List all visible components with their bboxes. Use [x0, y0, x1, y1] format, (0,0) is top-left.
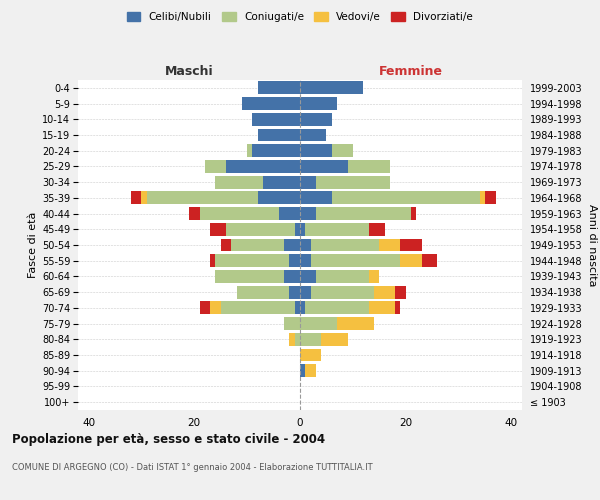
Bar	[485, 192, 496, 204]
Bar	[300, 238, 311, 252]
Bar	[284, 238, 300, 252]
Text: Popolazione per età, sesso e stato civile - 2004: Popolazione per età, sesso e stato civil…	[12, 432, 325, 446]
Bar	[300, 254, 311, 267]
Bar	[284, 317, 300, 330]
Bar	[300, 113, 332, 126]
Bar	[221, 238, 231, 252]
Bar	[300, 317, 337, 330]
Bar	[300, 207, 316, 220]
Bar	[300, 302, 305, 314]
Y-axis label: Fasce di età: Fasce di età	[28, 212, 38, 278]
Bar	[258, 82, 300, 94]
Bar	[369, 302, 395, 314]
Bar	[305, 364, 316, 377]
Bar	[300, 286, 311, 298]
Bar	[226, 160, 300, 173]
Y-axis label: Anni di nascita: Anni di nascita	[587, 204, 596, 286]
Bar	[369, 270, 379, 283]
Bar	[295, 333, 300, 345]
Bar	[300, 192, 332, 204]
Bar	[411, 207, 416, 220]
Bar	[347, 160, 390, 173]
Bar	[422, 254, 437, 267]
Bar	[253, 144, 300, 157]
Bar	[369, 223, 385, 235]
Bar	[300, 144, 332, 157]
Bar	[316, 270, 369, 283]
Bar	[279, 207, 300, 220]
Bar	[263, 176, 300, 188]
Text: Femmine: Femmine	[379, 64, 443, 78]
Bar	[231, 238, 284, 252]
Bar	[215, 270, 284, 283]
Bar	[284, 270, 300, 283]
Bar	[200, 207, 279, 220]
Bar	[247, 144, 253, 157]
Bar	[210, 223, 226, 235]
Bar	[374, 286, 395, 298]
Bar	[236, 286, 289, 298]
Bar	[226, 223, 295, 235]
Bar	[147, 192, 258, 204]
Bar	[305, 223, 369, 235]
Bar	[300, 82, 364, 94]
Bar	[258, 128, 300, 141]
Bar	[131, 192, 142, 204]
Bar	[395, 286, 406, 298]
Bar	[311, 238, 379, 252]
Bar	[242, 97, 300, 110]
Bar	[300, 333, 321, 345]
Bar	[300, 128, 326, 141]
Bar	[379, 238, 400, 252]
Bar	[395, 302, 400, 314]
Bar	[316, 207, 411, 220]
Bar	[480, 192, 485, 204]
Bar	[210, 254, 215, 267]
Bar	[311, 254, 400, 267]
Bar	[295, 223, 300, 235]
Bar	[321, 333, 347, 345]
Bar	[300, 348, 321, 362]
Bar	[189, 207, 200, 220]
Bar	[289, 286, 300, 298]
Bar	[300, 270, 316, 283]
Bar	[316, 176, 390, 188]
Bar	[253, 113, 300, 126]
Bar	[289, 254, 300, 267]
Bar	[200, 302, 210, 314]
Bar	[311, 286, 374, 298]
Bar	[300, 364, 305, 377]
Bar	[300, 160, 347, 173]
Legend: Celibi/Nubili, Coniugati/e, Vedovi/e, Divorziati/e: Celibi/Nubili, Coniugati/e, Vedovi/e, Di…	[123, 8, 477, 26]
Bar	[215, 176, 263, 188]
Bar	[400, 254, 422, 267]
Bar	[337, 317, 374, 330]
Bar	[205, 160, 226, 173]
Bar	[300, 97, 337, 110]
Bar	[210, 302, 221, 314]
Bar	[332, 192, 480, 204]
Bar	[289, 333, 295, 345]
Bar	[221, 302, 295, 314]
Text: Maschi: Maschi	[164, 64, 214, 78]
Bar	[258, 192, 300, 204]
Text: COMUNE DI ARGEGNO (CO) - Dati ISTAT 1° gennaio 2004 - Elaborazione TUTTITALIA.IT: COMUNE DI ARGEGNO (CO) - Dati ISTAT 1° g…	[12, 462, 373, 471]
Bar	[295, 302, 300, 314]
Bar	[332, 144, 353, 157]
Bar	[305, 302, 369, 314]
Bar	[400, 238, 422, 252]
Bar	[300, 176, 316, 188]
Bar	[300, 223, 305, 235]
Bar	[215, 254, 289, 267]
Bar	[142, 192, 147, 204]
